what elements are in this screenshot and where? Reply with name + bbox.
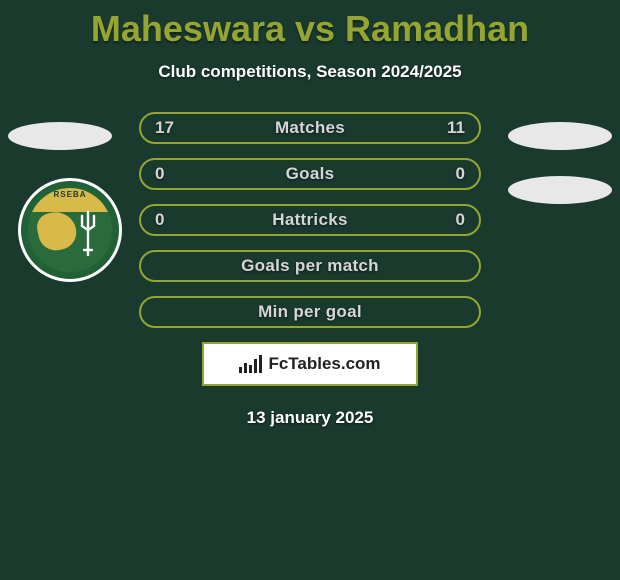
stat-label: Hattricks <box>272 210 347 230</box>
club-crest: RSEBA <box>18 178 122 282</box>
stat-left-value: 0 <box>155 210 164 230</box>
stat-left-value: 17 <box>155 118 174 138</box>
stat-row: Goals per match <box>139 250 481 282</box>
crest-trident-icon <box>78 210 98 256</box>
stat-row: 0 Goals 0 <box>139 158 481 190</box>
stat-label: Goals <box>286 164 335 184</box>
stat-row: 0 Hattricks 0 <box>139 204 481 236</box>
stat-row: 17 Matches 11 <box>139 112 481 144</box>
crest-fish-icon <box>34 208 79 253</box>
stat-left-value: 0 <box>155 164 164 184</box>
date-label: 13 january 2025 <box>0 408 620 428</box>
brand-link[interactable]: FcTables.com <box>202 342 418 386</box>
subtitle: Club competitions, Season 2024/2025 <box>0 62 620 82</box>
stat-label: Matches <box>275 118 345 138</box>
page-title: Maheswara vs Ramadhan <box>0 0 620 50</box>
stat-label: Min per goal <box>258 302 362 322</box>
avatar-right-placeholder-1 <box>508 122 612 150</box>
stat-right-value: 0 <box>456 210 465 230</box>
brand-text: FcTables.com <box>268 354 380 374</box>
stat-label: Goals per match <box>241 256 379 276</box>
stat-right-value: 0 <box>456 164 465 184</box>
stat-row: Min per goal <box>139 296 481 328</box>
crest-band-text: RSEBA <box>28 188 112 212</box>
stats-container: 17 Matches 11 0 Goals 0 0 Hattricks 0 Go… <box>139 112 481 328</box>
avatar-left-placeholder <box>8 122 112 150</box>
bar-chart-icon <box>239 355 262 373</box>
avatar-right-placeholder-2 <box>508 176 612 204</box>
stat-right-value: 11 <box>447 118 465 138</box>
